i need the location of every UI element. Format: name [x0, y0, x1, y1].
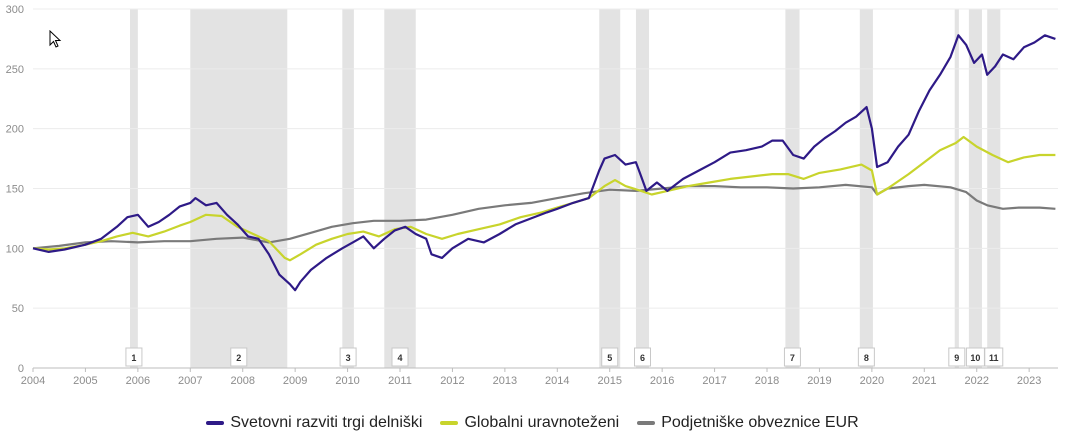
x-tick-label: 2023: [1017, 375, 1041, 387]
legend-item-corporate-bonds[interactable]: Podjetniške obveznice EUR: [637, 414, 859, 432]
event-label-box: [230, 347, 248, 367]
y-tick-label: 50: [12, 303, 24, 315]
event-label-box: [948, 347, 966, 367]
event-label-box: [857, 347, 875, 367]
x-tick-label: 2014: [545, 375, 569, 387]
legend-label: Globalni uravnoteženi: [464, 414, 620, 431]
x-tick-label: 2016: [650, 375, 674, 387]
x-tick-label: 2021: [912, 375, 936, 387]
event-label-2: 2: [236, 353, 241, 363]
y-tick-label: 100: [6, 243, 24, 255]
legend-swatch: [206, 421, 225, 425]
mouse-pointer-icon: [49, 30, 62, 48]
x-tick-label: 2019: [807, 375, 831, 387]
y-tick-label: 200: [6, 124, 24, 136]
x-tick-label: 2005: [73, 375, 97, 387]
legend-swatch: [440, 421, 459, 425]
legend-swatch: [637, 421, 656, 425]
event-label-10: 10: [970, 353, 980, 363]
event-label-8: 8: [864, 353, 869, 363]
event-label-box: [984, 347, 1004, 367]
y-axis-ticks: 0 50 100 150 200 250 300: [6, 4, 24, 375]
x-tick-label: 2015: [597, 375, 621, 387]
event-label-box: [339, 347, 357, 367]
event-label-11: 11: [989, 353, 999, 363]
y-tick-label: 250: [6, 64, 24, 76]
x-tick-label: 2011: [388, 375, 412, 387]
event-labels: 1 2 3 4 5 6 7 8 9 10 11: [125, 347, 1004, 367]
x-tick-label: 2013: [493, 375, 517, 387]
event-label-6: 6: [640, 353, 645, 363]
x-tick-label: 2017: [702, 375, 726, 387]
event-label-3: 3: [346, 353, 351, 363]
event-label-box: [633, 347, 651, 367]
event-label-5: 5: [607, 353, 612, 363]
series-line-1: [32, 135, 1056, 262]
legend-item-world-equity[interactable]: Svetovni razviti trgi delniški: [206, 414, 422, 432]
event-label-box: [601, 347, 619, 367]
series-lines: [32, 34, 1056, 292]
x-tick-label: 2018: [755, 375, 779, 387]
event-label-box: [783, 347, 801, 367]
x-tick-label: 2022: [964, 375, 988, 387]
legend-item-balanced[interactable]: Globalni uravnoteženi: [440, 414, 619, 432]
x-tick-label: 2004: [21, 375, 45, 387]
series-line-0: [32, 34, 1056, 292]
x-axis-ticks: 2004 2005 2006 2007 2008 2009 2010 2011 2012 2013…: [21, 368, 1041, 387]
event-label-7: 7: [790, 353, 795, 363]
event-label-4: 4: [397, 353, 402, 363]
x-tick-label: 2006: [126, 375, 150, 387]
event-label-box: [391, 347, 409, 367]
legend-label: Svetovni razviti trgi delniški: [230, 414, 423, 431]
x-tick-label: 2020: [860, 375, 884, 387]
x-tick-label: 2008: [230, 375, 254, 387]
legend-label: Podjetniške obveznice EUR: [661, 414, 859, 431]
event-label-9: 9: [954, 353, 959, 363]
legend: Svetovni razviti trgi delniški Globalni …: [0, 408, 1065, 438]
x-tick-label: 2009: [283, 375, 307, 387]
event-label-1: 1: [131, 353, 136, 363]
y-tick-label: 300: [6, 4, 24, 16]
grid-lines: [33, 8, 1058, 369]
event-label-box: [125, 347, 143, 367]
y-tick-label: 0: [18, 363, 24, 375]
y-tick-label: 150: [6, 184, 24, 196]
series-line-2: [32, 183, 1056, 250]
x-tick-label: 2010: [335, 375, 359, 387]
x-tick-label: 2012: [440, 375, 464, 387]
x-tick-label: 2007: [178, 375, 202, 387]
